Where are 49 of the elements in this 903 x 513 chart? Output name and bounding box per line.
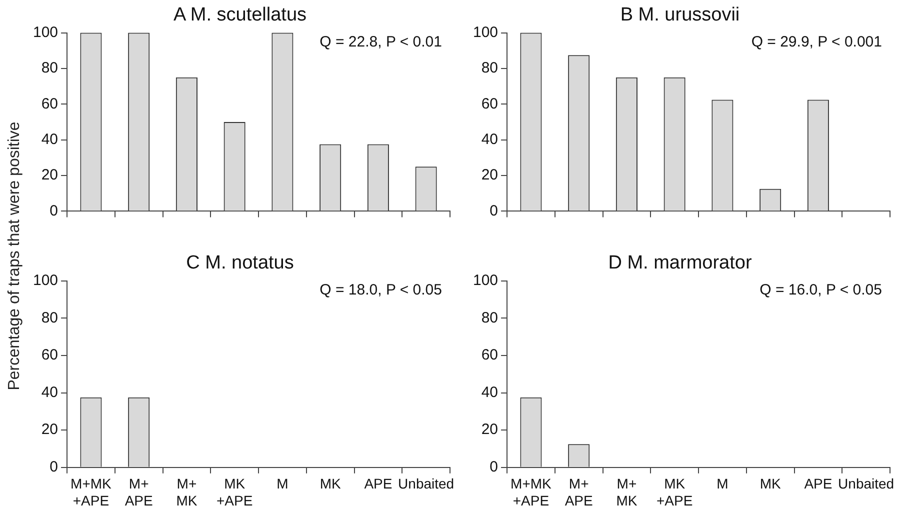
x-tick-label: MK +APE — [216, 476, 253, 508]
y-tick-label: 20 — [481, 421, 498, 438]
annotation: Q = 16.0, P < 0.05 — [760, 281, 882, 298]
x-tick-label: M — [276, 476, 288, 492]
x-tick-label: Unbaited — [838, 476, 894, 492]
x-tick-label: APE — [364, 476, 392, 492]
annotation: Q = 18.0, P < 0.05 — [320, 281, 442, 298]
y-tick-label: 60 — [41, 95, 58, 112]
chart-title: A M. scutellatus — [173, 4, 307, 26]
annotation: Q = 22.8, P < 0.01 — [320, 33, 442, 50]
chart-title: D M. marmorator — [608, 252, 752, 274]
y-tick-label: 0 — [490, 202, 498, 220]
y-tick-label: 60 — [481, 95, 498, 112]
y-tick-label: 0 — [50, 458, 58, 476]
y-tick-label: 80 — [481, 309, 498, 326]
x-tick-label: MK +APE — [656, 476, 693, 508]
x-tick-label: M+ APE — [124, 476, 153, 508]
annotation: Q = 29.9, P < 0.001 — [751, 33, 882, 50]
y-tick-label: 40 — [481, 130, 498, 148]
chart-title: B M. urussovii — [620, 4, 740, 26]
y-tick-label: 100 — [472, 272, 498, 289]
y-tick-label: 100 — [32, 24, 58, 41]
x-tick-label: M+MK +APE — [510, 476, 552, 508]
y-tick-label: 80 — [41, 309, 58, 326]
y-tick-label: 0 — [50, 202, 58, 220]
chart-title: C M. notatus — [186, 252, 294, 274]
y-tick-label: 40 — [481, 384, 498, 401]
y-tick-label: 40 — [41, 130, 58, 148]
y-tick-label: 60 — [481, 346, 498, 364]
x-tick-label: APE — [804, 476, 832, 492]
x-tick-label: M+ MK — [616, 476, 638, 508]
x-tick-label: Unbaited — [398, 476, 454, 492]
x-tick-label: M — [716, 476, 728, 492]
x-tick-label: M+ APE — [564, 476, 593, 508]
y-tick-label: 100 — [472, 24, 498, 41]
y-tick-label: 100 — [32, 272, 58, 289]
y-tick-label: 60 — [41, 346, 58, 364]
y-tick-label: 20 — [41, 421, 58, 438]
y-axis-title: Percentage of traps that were positive — [6, 122, 24, 390]
x-tick-label: MK — [320, 476, 342, 492]
y-tick-label: 40 — [41, 384, 58, 401]
x-tick-label: M+ MK — [176, 476, 198, 508]
y-tick-label: 20 — [41, 166, 58, 184]
y-tick-label: 80 — [481, 60, 498, 77]
y-tick-label: 0 — [490, 458, 498, 476]
y-tick-label: 20 — [481, 166, 498, 184]
x-tick-label: M+MK +APE — [70, 476, 112, 508]
x-tick-label: MK — [760, 476, 782, 492]
y-tick-label: 80 — [41, 60, 58, 77]
